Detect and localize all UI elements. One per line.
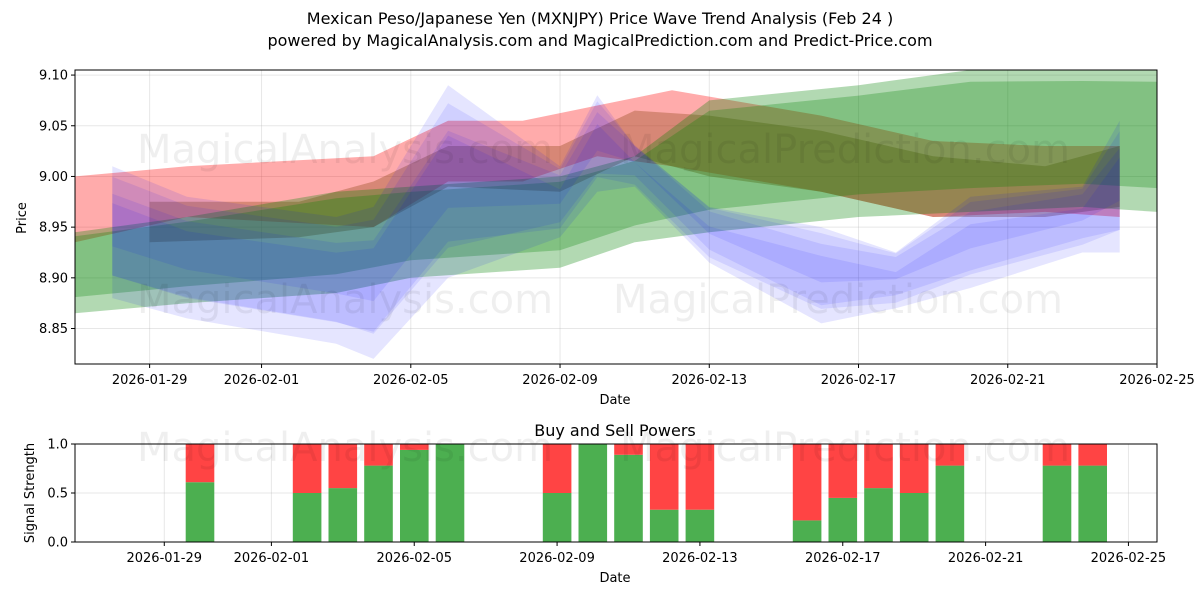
price-grid [75, 70, 1158, 364]
sell-power-bar [685, 444, 715, 510]
buy-power-bar [614, 454, 643, 542]
buy-power-bar [435, 444, 465, 542]
watermark-analysis-bottom: MagicalAnalysis.com [137, 425, 553, 471]
price-x-ticks: 2026-01-29 2026-02-01 2026-02-05 2026-02-09… [112, 364, 1195, 388]
price-x-axis-label: Date [599, 393, 630, 408]
buy-power-bar [864, 488, 893, 542]
price-panel: MagicalAnalysis.com MagicalPrediction.co… [15, 69, 1195, 408]
buy-power-bar [400, 449, 429, 542]
buy-power-bar [578, 444, 608, 542]
signal-x-tick-label: 2026-02-25 [1091, 551, 1167, 566]
price-x-tick-label: 2026-02-05 [373, 373, 449, 388]
signal-x-tick-label: 2026-02-17 [805, 551, 881, 566]
price-x-tick-label: 2026-02-13 [671, 373, 747, 388]
watermark-analysis-top: MagicalAnalysis.com [137, 127, 553, 173]
signal-bars [185, 444, 1107, 542]
price-y-axis-label: Price [15, 202, 30, 234]
price-x-tick-label: 2026-02-01 [224, 373, 300, 388]
sell-power-bar [328, 444, 358, 489]
sell-power-bar [542, 444, 572, 493]
signal-y-tick-label: 0.0 [47, 536, 68, 551]
signal-x-tick-label: 2026-02-13 [662, 551, 738, 566]
sell-power-bar [864, 444, 893, 489]
buy-power-bar [328, 488, 358, 542]
signal-x-tick-label: 2026-01-29 [126, 551, 202, 566]
price-y-ticks: 8.85 8.90 8.95 9.00 9.05 9.10 [39, 69, 75, 337]
green-wave-band [75, 70, 1157, 314]
watermark-prediction-top: MagicalPrediction.com [620, 127, 1070, 173]
sell-power-bar [364, 444, 393, 466]
buy-power-bar [185, 482, 215, 542]
buy-power-bar [685, 509, 715, 542]
watermark-prediction-bottom: MagicalPrediction.com [620, 425, 1070, 471]
price-bands [75, 70, 1157, 359]
price-y-tick-label: 9.10 [39, 69, 68, 84]
buy-power-bar [542, 493, 572, 542]
chart-subtitle: powered by MagicalAnalysis.com and Magic… [267, 31, 933, 50]
chart-title: Mexican Peso/Japanese Yen (MXNJPY) Price… [306, 9, 894, 28]
price-x-tick-label: 2026-01-29 [112, 373, 188, 388]
buy-power-bar [1042, 465, 1072, 542]
buy-power-bar [649, 509, 679, 542]
sell-power-bar [792, 444, 822, 521]
sell-power-bar [1042, 444, 1072, 466]
signal-y-axis-label: Signal Strength [23, 443, 38, 543]
price-y-tick-label: 9.00 [39, 170, 68, 185]
watermark-prediction-mid: MagicalPrediction.com [613, 277, 1063, 323]
price-x-tick-label: 2026-02-17 [821, 373, 897, 388]
signal-y-ticks: 0.0 0.5 1.0 [47, 438, 75, 551]
price-x-tick-label: 2026-02-21 [970, 373, 1046, 388]
sell-power-bar [1078, 444, 1107, 466]
sell-power-bar [614, 444, 643, 455]
signal-x-ticks: 2026-01-29 2026-02-01 2026-02-05 2026-02-09… [126, 542, 1166, 566]
blue-wave-band [112, 112, 1120, 302]
signal-panel-title: Buy and Sell Powers [534, 421, 696, 440]
brown-wave-band [149, 110, 1120, 243]
blue-wave-band [112, 101, 1120, 334]
signal-y-tick-label: 0.5 [47, 487, 68, 502]
signal-x-tick-label: 2026-02-09 [519, 551, 595, 566]
buy-power-bar [1078, 465, 1107, 542]
blue-wave-band [112, 124, 1120, 332]
signal-x-tick-label: 2026-02-05 [376, 551, 452, 566]
buy-power-bar [364, 465, 393, 542]
price-x-tick-label: 2026-02-09 [522, 373, 598, 388]
green-wave-band [75, 81, 1157, 298]
price-panel-frame [74, 69, 1158, 365]
red-wave-band [75, 90, 1120, 243]
price-y-tick-label: 8.85 [39, 322, 68, 337]
sell-power-bar [899, 444, 929, 493]
sell-power-bar [935, 444, 965, 466]
sell-power-bar [400, 444, 429, 450]
sell-power-bar [185, 444, 215, 483]
sell-power-bar [649, 444, 679, 510]
buy-power-bar [899, 493, 929, 542]
price-y-tick-label: 8.95 [39, 221, 68, 236]
price-y-tick-label: 9.05 [39, 119, 68, 134]
signal-x-tick-label: 2026-02-01 [234, 551, 310, 566]
signal-y-tick-label: 1.0 [47, 438, 68, 453]
buy-power-bar [935, 465, 965, 542]
price-x-tick-label: 2026-02-25 [1119, 373, 1195, 388]
sell-power-bar [828, 444, 858, 498]
watermark-analysis-mid: MagicalAnalysis.com [137, 277, 553, 323]
buy-power-bar [792, 520, 822, 542]
buy-power-bar [292, 493, 322, 542]
blue-wave-band [112, 85, 1120, 359]
price-y-tick-label: 8.90 [39, 271, 68, 286]
buy-power-bar [828, 497, 858, 542]
signal-x-tick-label: 2026-02-21 [948, 551, 1024, 566]
signal-panel: Buy and Sell Powers MagicalAnalysis.com … [23, 421, 1166, 586]
signal-x-axis-label: Date [599, 571, 630, 586]
sell-power-bar [292, 444, 322, 493]
